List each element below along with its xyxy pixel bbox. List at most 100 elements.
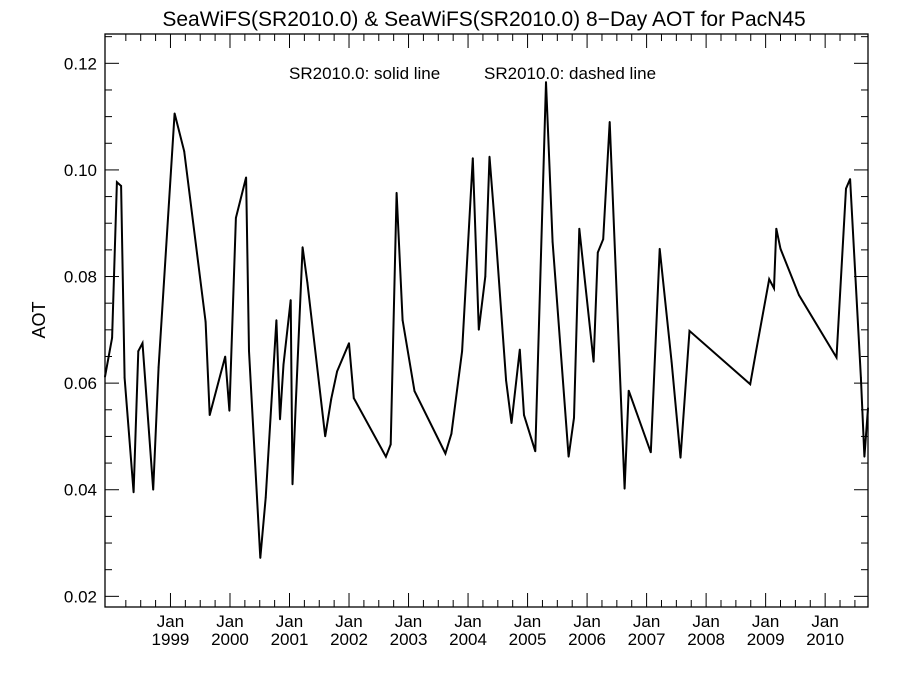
data-point (306, 282, 309, 284)
x-tick-year-label: 2007 (628, 630, 666, 649)
data-point (775, 227, 778, 230)
data-point (495, 238, 497, 241)
data-point (835, 356, 838, 359)
data-point (573, 416, 575, 419)
x-tick-year-label: 2002 (330, 630, 368, 649)
data-point (545, 81, 547, 83)
data-point (578, 227, 581, 230)
x-tick-year-label: 2010 (806, 630, 844, 649)
x-tick-year-label: 2004 (449, 630, 487, 649)
data-point (173, 112, 176, 115)
y-axis-label: AOT (29, 301, 49, 338)
y-tick-label: 0.04 (64, 481, 97, 500)
data-point (352, 397, 355, 399)
series-layer (104, 81, 869, 559)
data-point (505, 379, 507, 382)
data-point (749, 383, 752, 386)
data-point (348, 342, 350, 345)
data-point (413, 390, 416, 392)
x-tick-year-label: 2008 (687, 630, 725, 649)
data-point (116, 181, 118, 184)
data-point (157, 366, 160, 368)
x-tick-year-label: 2001 (271, 630, 309, 649)
x-tick-month-label: Jan (216, 612, 243, 631)
plot-frame (104, 33, 869, 608)
data-point (111, 336, 113, 339)
data-point (120, 185, 122, 187)
data-point (845, 187, 847, 190)
data-point (401, 319, 404, 322)
x-tick-year-label: 2006 (568, 630, 606, 649)
dashed-line-annotation: SR2010.0: dashed line (484, 64, 656, 83)
data-point (301, 246, 304, 249)
x-tick-year-label: 2009 (747, 630, 785, 649)
data-point (608, 121, 611, 123)
data-point (471, 157, 474, 160)
data-point (245, 176, 248, 179)
data-point (679, 456, 682, 459)
data-point (860, 376, 862, 379)
data-point (450, 432, 453, 435)
data-point (461, 350, 463, 352)
data-point (385, 455, 387, 458)
data-point (567, 455, 570, 458)
data-point (863, 455, 866, 458)
x-tick-month-label: Jan (692, 612, 719, 631)
solid-line-annotation: SR2010.0: solid line (289, 64, 440, 83)
data-point (510, 422, 513, 424)
data-point (259, 557, 262, 559)
data-point (755, 350, 757, 352)
chart-title: SeaWiFS(SR2010.0) & SeaWiFS(SR2010.0) 8−… (162, 8, 805, 31)
data-point (395, 191, 398, 194)
y-axis-ticks: 0.02 0.04 0.06 0.08 0.10 0.12 (64, 36, 868, 606)
data-point (551, 241, 554, 243)
data-point (248, 350, 250, 352)
data-point (658, 247, 661, 250)
y-tick-label: 0.08 (64, 268, 97, 287)
data-point (183, 150, 186, 153)
data-point (264, 496, 267, 499)
data-point (123, 376, 126, 379)
data-point (518, 348, 521, 351)
data-point (389, 443, 392, 446)
data-point (275, 319, 278, 322)
data-point (282, 363, 285, 366)
data-point (484, 275, 487, 278)
data-point (779, 247, 782, 250)
x-tick-month-label: Jan (276, 612, 303, 631)
data-point (235, 217, 237, 219)
data-point (444, 452, 447, 455)
y-tick-label: 0.02 (64, 587, 97, 606)
y-tick-label: 0.06 (64, 374, 97, 393)
data-point (291, 483, 294, 486)
data-point (137, 350, 140, 352)
data-point (627, 389, 630, 392)
data-point (294, 408, 297, 411)
data-point (204, 320, 207, 323)
data-point (289, 299, 292, 301)
x-tick-month-label: Jan (514, 612, 541, 631)
data-point (324, 435, 327, 438)
y-tick-label: 0.10 (64, 161, 97, 180)
data-point (336, 370, 338, 373)
data-point (132, 491, 135, 494)
x-tick-month-label: Jan (335, 612, 362, 631)
x-tick-year-label: 2003 (390, 630, 428, 649)
data-point (768, 278, 771, 281)
data-point (596, 251, 599, 254)
data-point (773, 287, 775, 290)
data-point (849, 178, 851, 180)
x-tick-year-label: 2000 (211, 630, 249, 649)
x-tick-month-label: Jan (573, 612, 600, 631)
data-point (592, 360, 595, 363)
data-point (798, 294, 800, 297)
data-point (488, 155, 491, 158)
data-point (623, 487, 626, 490)
data-point (649, 451, 652, 454)
data-point (602, 238, 605, 241)
data-point (534, 450, 537, 453)
x-tick-month-label: Jan (454, 612, 481, 631)
data-point (208, 414, 211, 416)
